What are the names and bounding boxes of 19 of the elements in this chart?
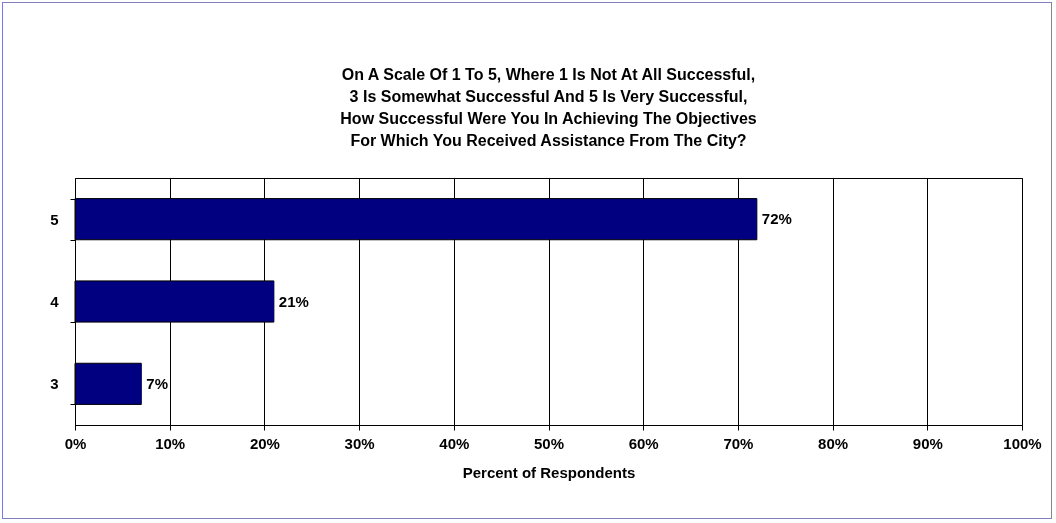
x-tick-label: 90% <box>912 434 943 452</box>
x-tick-label: 10% <box>155 434 186 452</box>
data-label: 21% <box>278 292 309 310</box>
x-tick-label: 50% <box>533 434 565 452</box>
y-tick-label: 3 <box>50 375 59 393</box>
data-label: 7% <box>146 374 168 392</box>
data-label: 72% <box>761 210 792 228</box>
chart-title: On A Scale Of 1 To 5, Where 1 Is Not At All Successful, 3 Is Somewhat Successful And 5 Is Very Successful, How Successful Were You In Achieving The Objectives For Which You Received Assistance From The City? <box>340 66 757 149</box>
x-tick-label: 70% <box>723 434 754 452</box>
x-tick-label: 80% <box>818 434 849 452</box>
x-tick-label: 40% <box>439 434 470 452</box>
x-tick-label: 20% <box>249 434 280 452</box>
x-tick-label: 30% <box>344 434 375 452</box>
y-tick-label: 4 <box>50 293 60 310</box>
x-tick-label: 60% <box>628 434 659 452</box>
y-tick-label: 5 <box>50 210 59 228</box>
x-tick-label: 0% <box>64 434 87 452</box>
x-axis-title: Percent of Respondents <box>462 463 636 481</box>
x-tick-label: 100% <box>1003 434 1042 452</box>
